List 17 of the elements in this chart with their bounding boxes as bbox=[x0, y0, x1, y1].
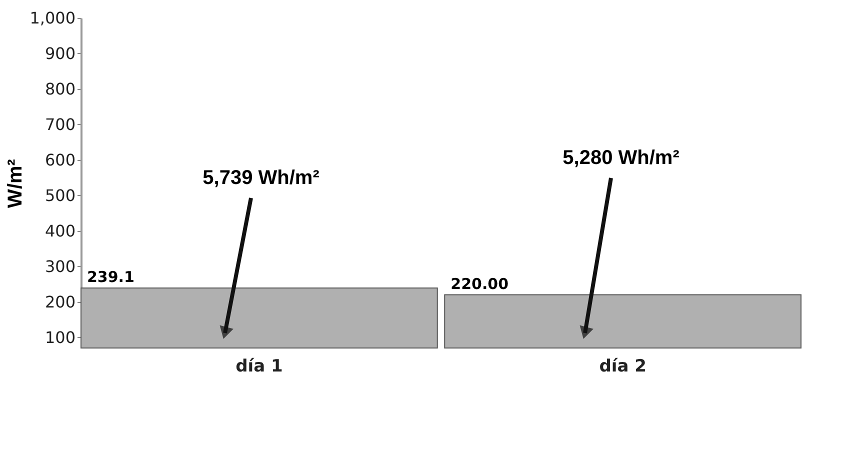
y-tick-label: 300 bbox=[44, 256, 76, 276]
x-tick-label: día 2 bbox=[599, 356, 646, 376]
y-tick-label: 600 bbox=[44, 150, 76, 170]
y-tick-label: 1,000 bbox=[30, 8, 76, 28]
annotation: 5,280 Wh/m² bbox=[562, 147, 680, 169]
x-tick-label: día 1 bbox=[236, 356, 283, 376]
y-tick-label: 500 bbox=[44, 186, 76, 205]
y-tick-label: 700 bbox=[44, 114, 76, 134]
y-axis-title: W/m² bbox=[4, 158, 27, 208]
annotation: 5,739 Wh/m² bbox=[202, 167, 320, 189]
y-tick-label: 200 bbox=[44, 292, 76, 312]
y-tick-label: 800 bbox=[44, 79, 76, 98]
y-tick-label: 100 bbox=[44, 328, 76, 347]
y-tick-label: 900 bbox=[44, 44, 76, 63]
data-label: 239.1 bbox=[87, 268, 134, 286]
y-tick-label: 400 bbox=[44, 221, 76, 240]
data-label: 220.00 bbox=[450, 274, 509, 293]
